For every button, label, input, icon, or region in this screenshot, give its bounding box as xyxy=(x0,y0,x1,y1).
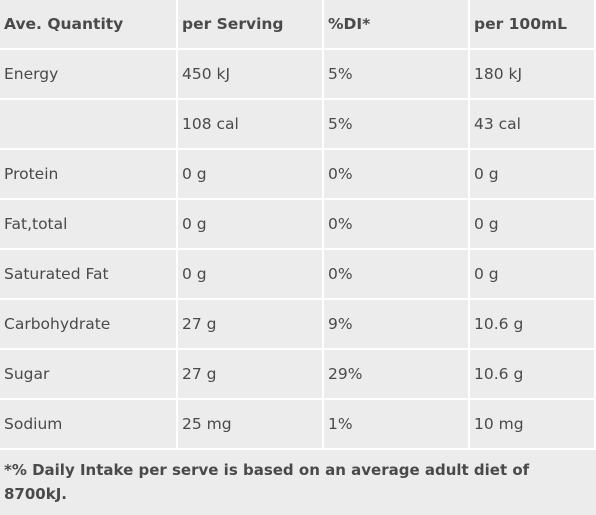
daily-intake-value: 0% xyxy=(324,250,470,300)
per-100ml-value: 43 cal xyxy=(470,100,596,150)
nutrient-name: Fat,total xyxy=(0,200,178,250)
nutrient-name: Sugar xyxy=(0,350,178,400)
daily-intake-value: 0% xyxy=(324,150,470,200)
table-row: Protein 0 g 0% 0 g xyxy=(0,150,596,200)
table-row: Fat,total 0 g 0% 0 g xyxy=(0,200,596,250)
daily-intake-value: 9% xyxy=(324,300,470,350)
column-header-daily-intake: %DI* xyxy=(324,0,470,50)
column-header-per-100ml: per 100mL xyxy=(470,0,596,50)
nutrient-name: Energy xyxy=(0,50,178,100)
table-row: Carbohydrate 27 g 9% 10.6 g xyxy=(0,300,596,350)
nutrient-name xyxy=(0,100,178,150)
per-100ml-value: 0 g xyxy=(470,200,596,250)
table-row: 108 cal 5% 43 cal xyxy=(0,100,596,150)
per-serving-value: 108 cal xyxy=(178,100,324,150)
per-100ml-value: 180 kJ xyxy=(470,50,596,100)
per-serving-value: 25 mg xyxy=(178,400,324,450)
per-serving-value: 27 g xyxy=(178,300,324,350)
per-serving-value: 27 g xyxy=(178,350,324,400)
daily-intake-value: 0% xyxy=(324,200,470,250)
daily-intake-value: 5% xyxy=(324,100,470,150)
per-100ml-value: 0 g xyxy=(470,250,596,300)
per-serving-value: 450 kJ xyxy=(178,50,324,100)
nutrient-name: Saturated Fat xyxy=(0,250,178,300)
per-100ml-value: 10.6 g xyxy=(470,300,596,350)
nutrition-table: Ave. Quantity per Serving %DI* per 100mL… xyxy=(0,0,596,450)
per-100ml-value: 0 g xyxy=(470,150,596,200)
per-100ml-value: 10 mg xyxy=(470,400,596,450)
table-row: Energy 450 kJ 5% 180 kJ xyxy=(0,50,596,100)
daily-intake-footnote: *% Daily Intake per serve is based on an… xyxy=(0,450,596,515)
column-header-per-serving: per Serving xyxy=(178,0,324,50)
table-row: Sugar 27 g 29% 10.6 g xyxy=(0,350,596,400)
daily-intake-value: 5% xyxy=(324,50,470,100)
table-header-row: Ave. Quantity per Serving %DI* per 100mL xyxy=(0,0,596,50)
nutrient-name: Protein xyxy=(0,150,178,200)
per-serving-value: 0 g xyxy=(178,250,324,300)
nutrient-name: Carbohydrate xyxy=(0,300,178,350)
column-header-ave-quantity: Ave. Quantity xyxy=(0,0,178,50)
table-row: Saturated Fat 0 g 0% 0 g xyxy=(0,250,596,300)
nutrient-name: Sodium xyxy=(0,400,178,450)
table-row: Sodium 25 mg 1% 10 mg xyxy=(0,400,596,450)
per-serving-value: 0 g xyxy=(178,150,324,200)
daily-intake-value: 29% xyxy=(324,350,470,400)
per-100ml-value: 10.6 g xyxy=(470,350,596,400)
per-serving-value: 0 g xyxy=(178,200,324,250)
daily-intake-value: 1% xyxy=(324,400,470,450)
